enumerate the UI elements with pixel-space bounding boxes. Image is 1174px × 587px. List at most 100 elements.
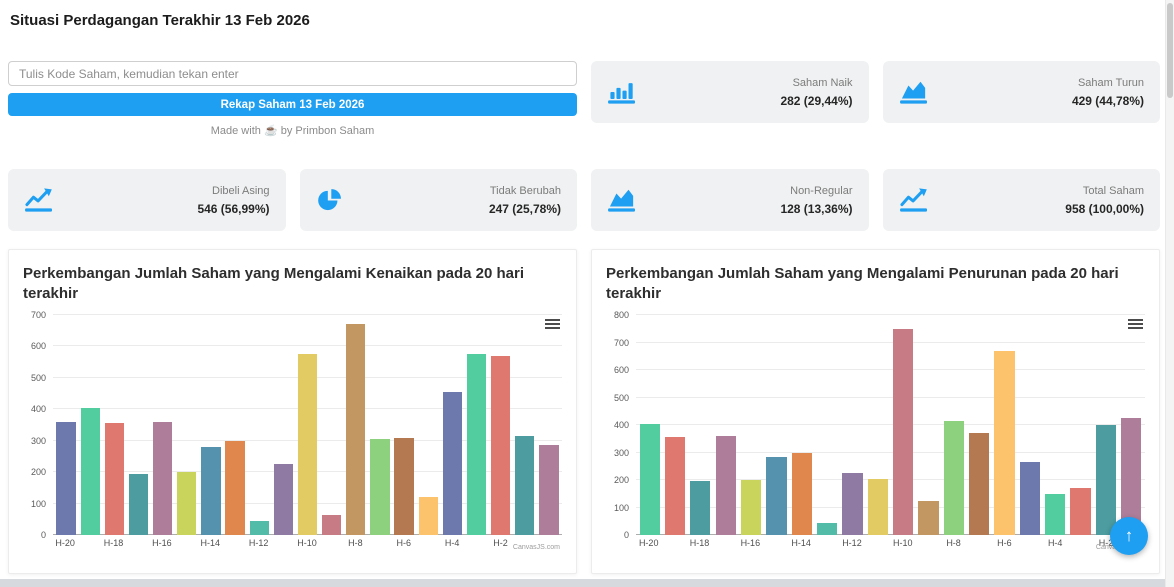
stat-card-total-saham: Total Saham 958 (100,00%)	[882, 169, 1160, 231]
stat-label: Saham Naik	[792, 76, 853, 89]
bar-chart-kenaikan: 0 100 200 300 400 500 600 700	[23, 310, 562, 540]
chart-bar	[1070, 488, 1091, 535]
x-tick-label: H-18	[103, 538, 124, 548]
stat-label: Tidak Berubah	[489, 184, 561, 197]
x-tick-label	[77, 538, 101, 548]
chart-bar	[466, 354, 487, 535]
top-section: Rekap Saham 13 Feb 2026 Made with ☕ by P…	[8, 61, 1160, 137]
area-chart-icon	[607, 187, 637, 213]
x-tick-label: H-20	[55, 538, 75, 548]
chart-bar	[1019, 462, 1040, 535]
chart-bar	[346, 324, 366, 535]
x-axis: H-20 H-18 H-16 H-14 H-12 H-10 H-8 H-6 H-4 H-2	[636, 538, 1144, 548]
x-tick-label	[966, 538, 991, 548]
chart-bar	[664, 437, 686, 535]
x-tick-label: H-10	[893, 538, 913, 548]
x-tick-label	[814, 538, 839, 548]
charts-section: Perkembangan Jumlah Saham yang Mengalami…	[8, 249, 1160, 574]
chart-bar	[394, 437, 414, 535]
stock-search-block: Rekap Saham 13 Feb 2026 Made with ☕ by P…	[8, 61, 577, 137]
x-tick-label	[367, 538, 391, 548]
chart-bar	[128, 473, 149, 535]
stats-section: Dibeli Asing 546 (56,99%) Tidak Berubah …	[8, 169, 1160, 231]
x-tick-label	[661, 538, 686, 548]
x-tick-label	[222, 538, 246, 548]
line-chart-icon	[899, 187, 929, 213]
vertical-scrollbar-thumb[interactable]	[1167, 3, 1173, 98]
stat-card-dibeli-asing: Dibeli Asing 546 (56,99%)	[8, 169, 286, 231]
chart-panel-kenaikan: Perkembangan Jumlah Saham yang Mengalami…	[8, 249, 577, 574]
plot-area	[636, 314, 1145, 535]
x-tick-label	[271, 538, 295, 548]
chart-bar	[515, 436, 535, 535]
x-tick-label: H-8	[348, 538, 363, 548]
stat-value: 429 (44,78%)	[1071, 93, 1144, 108]
chart-menu-icon[interactable]	[545, 315, 560, 333]
chart-bar	[943, 420, 964, 535]
scroll-to-top-button[interactable]: ↑	[1110, 517, 1148, 555]
chart-bar	[969, 433, 990, 535]
x-tick-label	[126, 538, 150, 548]
x-tick-label: H-6	[396, 538, 411, 548]
chart-bar	[370, 439, 390, 535]
x-tick-label	[1068, 538, 1093, 548]
bar-chart-icon	[607, 79, 637, 105]
chart-bar	[249, 520, 269, 535]
x-tick-label: H-16	[152, 538, 172, 548]
chart-title-kenaikan: Perkembangan Jumlah Saham yang Mengalami…	[23, 265, 525, 302]
y-axis: 0 100 200 300 400 500 600 700 800	[613, 310, 629, 540]
stat-card-tidak-berubah: Tidak Berubah 247 (25,78%)	[299, 169, 577, 231]
chart-bar	[867, 478, 888, 535]
chart-bar	[1121, 418, 1142, 535]
chart-bar	[418, 497, 438, 535]
chart-bar	[490, 355, 511, 535]
chart-bar	[842, 473, 863, 535]
chart-bar	[740, 480, 762, 535]
plot-area	[53, 314, 562, 535]
stat-value: 247 (25,78%)	[488, 201, 561, 216]
stat-value: 128 (13,36%)	[780, 201, 853, 216]
x-tick-label	[464, 538, 488, 548]
chart-bar	[539, 445, 559, 535]
x-tick-label: H-4	[444, 538, 460, 548]
x-tick-label	[915, 538, 940, 548]
x-tick-label: H-12	[842, 538, 862, 548]
vertical-scrollbar[interactable]	[1165, 0, 1174, 587]
horizontal-scrollbar[interactable]	[0, 579, 1165, 587]
chart-bar	[816, 522, 838, 535]
stat-label: Dibeli Asing	[212, 184, 270, 197]
chart-bar	[918, 500, 939, 535]
x-tick-label	[416, 538, 440, 548]
chart-menu-icon[interactable]	[1128, 315, 1143, 333]
chart-bar	[201, 447, 221, 535]
chart-bar	[715, 436, 736, 535]
chart-bar	[892, 328, 914, 535]
chart-bar	[56, 421, 76, 535]
x-tick-label	[319, 538, 343, 548]
chart-title-penurunan: Perkembangan Jumlah Saham yang Mengalami…	[606, 265, 1119, 302]
x-tick-label: H-14	[200, 538, 220, 548]
x-tick-label: H-4	[1047, 538, 1063, 548]
stat-label: Non-Regular	[790, 184, 853, 197]
x-tick-label: H-20	[638, 538, 659, 548]
canvasjs-watermark: CanvasJS.com	[512, 544, 560, 551]
chart-bar	[273, 464, 293, 535]
line-chart-icon	[24, 187, 54, 213]
coffee-emoji: ☕	[263, 125, 278, 137]
stock-code-search-input[interactable]	[8, 61, 577, 86]
rekap-saham-button[interactable]: Rekap Saham 13 Feb 2026	[8, 93, 577, 116]
x-tick-label: H-8	[946, 538, 961, 548]
stat-label: Saham Turun	[1077, 76, 1144, 89]
page-title: Situasi Perdagangan Terakhir 13 Feb 2026	[10, 12, 310, 29]
y-axis: 0 100 200 300 400 500 600 700	[30, 310, 46, 540]
x-tick-label: H-14	[791, 538, 811, 548]
chart-bar	[1095, 425, 1116, 535]
x-tick-label: H-18	[689, 538, 710, 548]
x-tick-label: H-6	[997, 538, 1012, 548]
bar-chart-penurunan: 0 100 200 300 400 500 600 700 800	[606, 310, 1145, 540]
credit-prefix: Made with	[210, 125, 261, 137]
stat-card-non-regular: Non-Regular 128 (13,36%)	[591, 169, 869, 231]
x-tick-label	[865, 538, 890, 548]
x-tick-label: H-10	[297, 538, 317, 548]
chart-bar	[152, 421, 173, 535]
